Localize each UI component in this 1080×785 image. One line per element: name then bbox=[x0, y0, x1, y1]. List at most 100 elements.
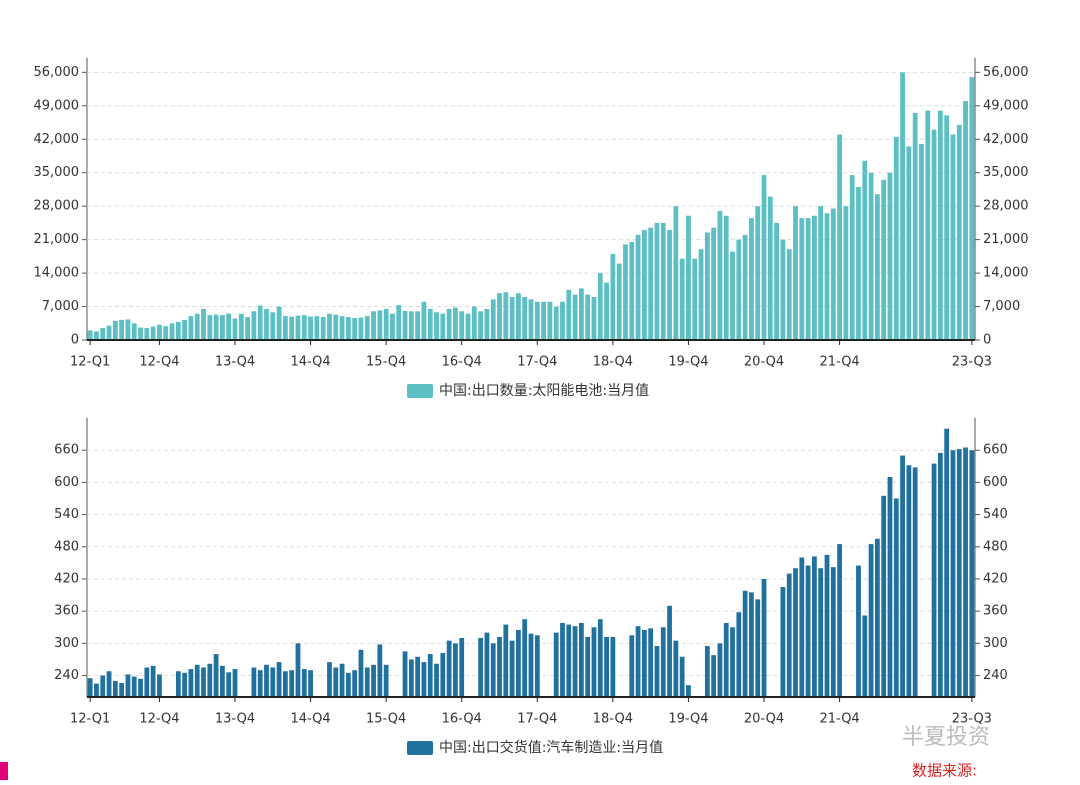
bar bbox=[730, 627, 735, 697]
y2-tick-label: 42,000 bbox=[983, 132, 1029, 147]
bar bbox=[364, 667, 370, 697]
bar bbox=[503, 292, 509, 340]
bar bbox=[522, 619, 528, 697]
bar bbox=[572, 294, 578, 340]
bar bbox=[925, 110, 931, 341]
bar bbox=[94, 331, 99, 340]
bar bbox=[157, 674, 162, 697]
bar bbox=[812, 215, 817, 340]
bar bbox=[944, 428, 950, 697]
bar bbox=[874, 538, 880, 697]
bar bbox=[578, 288, 584, 340]
x-tick-label: 13-Q4 bbox=[215, 712, 255, 727]
bar bbox=[679, 258, 685, 340]
bar bbox=[849, 175, 855, 340]
bar bbox=[131, 323, 137, 340]
bar bbox=[201, 667, 206, 697]
x-tick-label: 16-Q4 bbox=[442, 712, 482, 727]
bar bbox=[761, 578, 767, 697]
bar bbox=[824, 554, 830, 697]
y-tick-label: 540 bbox=[54, 507, 79, 522]
bar bbox=[383, 664, 389, 697]
bar bbox=[112, 680, 118, 697]
bar bbox=[213, 654, 219, 697]
bar bbox=[755, 599, 761, 697]
bar bbox=[591, 296, 597, 340]
bar bbox=[421, 662, 427, 697]
y2-tick-label: 14,000 bbox=[983, 266, 1029, 281]
y-tick-label: 0 bbox=[71, 333, 79, 348]
y-tick-label: 49,000 bbox=[34, 98, 80, 113]
bar bbox=[837, 544, 842, 697]
bar bbox=[257, 670, 263, 697]
bar bbox=[717, 643, 723, 697]
bar bbox=[667, 230, 672, 340]
bar bbox=[566, 289, 572, 340]
bar bbox=[207, 315, 213, 340]
bar bbox=[106, 671, 112, 697]
bar bbox=[692, 258, 698, 340]
bar bbox=[805, 565, 811, 697]
corner-mark bbox=[0, 762, 8, 780]
bar bbox=[339, 316, 345, 340]
bar bbox=[597, 273, 603, 340]
bar bbox=[364, 316, 370, 340]
bar bbox=[711, 655, 717, 697]
bar bbox=[427, 654, 433, 697]
y2-tick-label: 35,000 bbox=[983, 165, 1029, 180]
y-tick-label: 21,000 bbox=[34, 232, 80, 247]
bar bbox=[516, 293, 521, 340]
y-tick-label: 300 bbox=[54, 636, 79, 651]
x-tick-label: 18-Q4 bbox=[593, 355, 633, 370]
bar bbox=[119, 319, 125, 340]
bar bbox=[358, 649, 364, 697]
bar bbox=[352, 670, 358, 697]
bar bbox=[805, 218, 811, 340]
bar bbox=[465, 313, 471, 340]
bar bbox=[408, 311, 414, 340]
bar bbox=[698, 249, 704, 340]
bar bbox=[522, 296, 528, 340]
bar bbox=[264, 308, 269, 340]
bar bbox=[597, 619, 603, 697]
bar bbox=[440, 313, 446, 340]
bar bbox=[843, 206, 849, 340]
legend-label: 中国:出口数量:太阳能电池:当月值 bbox=[439, 383, 649, 399]
bar bbox=[673, 640, 679, 697]
bar bbox=[610, 253, 616, 340]
y2-tick-label: 49,000 bbox=[983, 98, 1029, 113]
bar bbox=[856, 187, 861, 340]
bar bbox=[282, 671, 288, 697]
bar bbox=[578, 622, 584, 697]
y2-tick-label: 480 bbox=[983, 539, 1008, 554]
y2-tick-label: 660 bbox=[983, 443, 1008, 458]
bar bbox=[660, 222, 666, 340]
bar bbox=[635, 626, 641, 697]
bar bbox=[182, 319, 188, 340]
bar bbox=[106, 325, 112, 340]
x-tick-label: 14-Q4 bbox=[290, 355, 330, 370]
bar bbox=[799, 218, 805, 340]
bar bbox=[478, 637, 484, 697]
bar bbox=[509, 296, 515, 340]
bar bbox=[944, 115, 950, 341]
bar bbox=[541, 301, 546, 340]
bar bbox=[723, 215, 729, 340]
bar bbox=[182, 672, 188, 697]
bar bbox=[874, 194, 880, 340]
legend-swatch bbox=[407, 384, 433, 398]
bar bbox=[150, 326, 156, 340]
bar bbox=[327, 313, 332, 340]
bar bbox=[786, 249, 792, 340]
y2-tick-label: 600 bbox=[983, 475, 1008, 490]
bar bbox=[446, 308, 452, 340]
bar bbox=[906, 465, 912, 697]
y-tick-label: 600 bbox=[54, 475, 79, 490]
bar bbox=[767, 196, 773, 340]
bar bbox=[654, 222, 660, 340]
bar bbox=[887, 477, 893, 697]
bar bbox=[660, 627, 666, 697]
bar bbox=[484, 308, 490, 340]
bar bbox=[912, 467, 918, 697]
y2-tick-label: 28,000 bbox=[983, 199, 1029, 214]
